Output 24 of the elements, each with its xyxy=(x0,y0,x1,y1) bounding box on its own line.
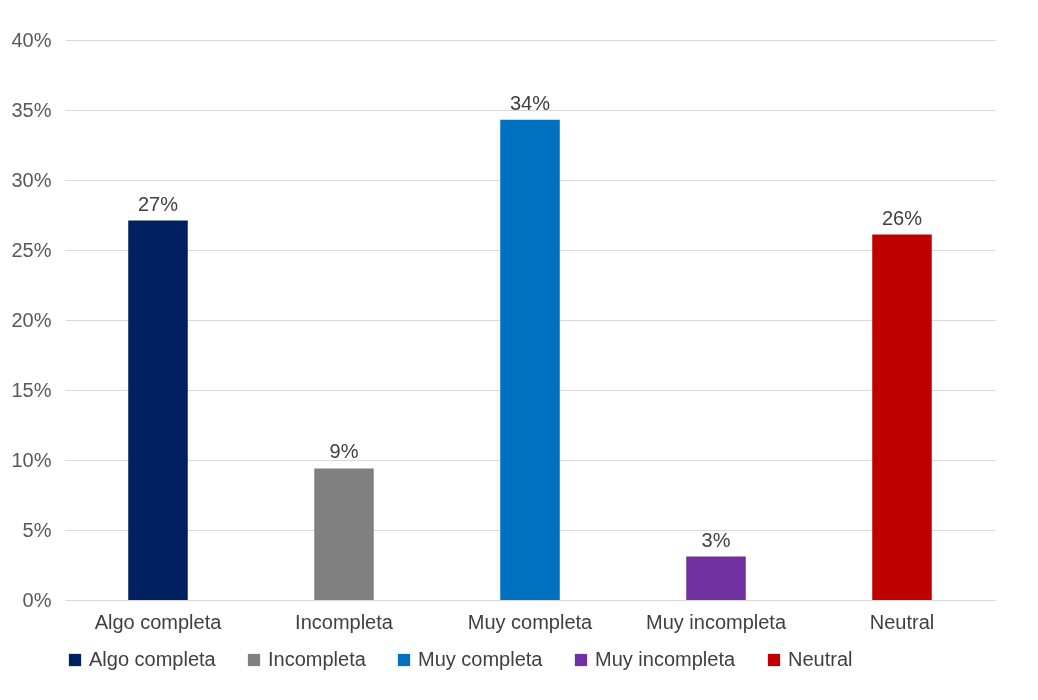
y-tick-label: 20% xyxy=(11,308,52,331)
legend-label: Incompleta xyxy=(268,648,367,670)
data-label: 27% xyxy=(137,192,179,215)
x-tick-label: Muy incompleta xyxy=(645,610,787,633)
data-label: 3% xyxy=(701,528,731,551)
y-tick-label: 15% xyxy=(11,378,52,401)
y-tick-label: 25% xyxy=(11,238,52,261)
data-label: 9% xyxy=(329,440,359,463)
x-tick-label: Neutral xyxy=(869,610,935,633)
y-tick-label: 40% xyxy=(11,28,52,51)
y-tick-label: 0% xyxy=(22,588,52,611)
y-tick-label: 10% xyxy=(11,448,52,471)
x-tick-label: Algo completa xyxy=(94,610,223,633)
x-tick-label: Muy completa xyxy=(467,610,594,633)
legend-label: Algo completa xyxy=(89,648,217,670)
x-tick-label: Incompleta xyxy=(295,610,394,633)
data-label: 34% xyxy=(509,91,551,114)
y-tick-label: 5% xyxy=(22,518,52,541)
data-label: 26% xyxy=(881,206,923,229)
y-tick-label: 30% xyxy=(11,168,52,191)
legend-label: Muy completa xyxy=(418,648,544,670)
legend-label: Muy incompleta xyxy=(595,648,736,670)
legend-label: Neutral xyxy=(788,648,853,670)
y-tick-label: 35% xyxy=(11,98,52,121)
